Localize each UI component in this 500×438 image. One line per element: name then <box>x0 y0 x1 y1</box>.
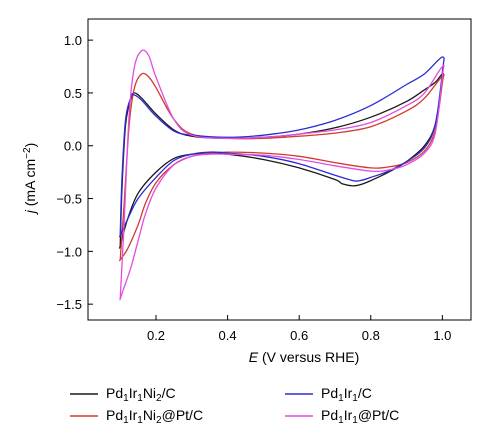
x-tick-label: 0.2 <box>147 328 165 343</box>
legend-text-part: Ni <box>143 385 156 401</box>
legend-text-part: @Pt/C <box>358 407 399 423</box>
legend-text-part: Ir <box>344 407 353 423</box>
y-axis-label-variable: j <box>22 209 38 215</box>
y-axis-label-close: ) <box>22 143 38 148</box>
series-pd1ir1ni2-pt-c-line <box>119 72 445 262</box>
legend-subscript: 1 <box>123 393 129 404</box>
legend-text-part: /C <box>358 385 372 401</box>
legend-text-part: Ir <box>344 385 353 401</box>
x-axis-label-variable: E <box>249 349 259 365</box>
y-axis-label-exponent: −2 <box>22 147 33 159</box>
legend-label: Pd1Ir1Ni2@Pt/C <box>106 407 203 426</box>
x-tick-label: 1.0 <box>433 328 451 343</box>
legend-text-part: Pd <box>321 385 338 401</box>
y-tick-label: −0.5 <box>56 192 82 207</box>
series-layer <box>119 49 445 301</box>
legend-subscript: 1 <box>338 393 344 404</box>
plot-area <box>87 18 472 321</box>
legend-item: Pd1Ir1Ni2/C <box>70 385 176 404</box>
legend-label: Pd1Ir1Ni2/C <box>106 385 176 404</box>
x-tick-label: 0.4 <box>219 328 237 343</box>
plot-frame <box>87 18 472 321</box>
series-pd1ir1ni2-c-line <box>119 72 444 249</box>
x-tick-label: 0.6 <box>290 328 308 343</box>
legend-text-part: /C <box>162 385 176 401</box>
legend-subscript: 2 <box>156 415 162 426</box>
y-tick-label: −1.5 <box>56 297 82 312</box>
legend-subscript: 1 <box>352 393 358 404</box>
x-axis-label-text: (V versus RHE) <box>258 349 359 365</box>
y-axis-label: j (mA cm−2) <box>22 143 39 216</box>
series-pd1ir1-pt-c-line <box>119 49 445 301</box>
y-tick-label: 1.0 <box>64 33 82 48</box>
legend-subscript: 1 <box>137 415 143 426</box>
legend-text-part: @Pt/C <box>162 407 203 423</box>
legend: Pd1Ir1Ni2/CPd1Ir1Ni2@Pt/CPd1Ir1/CPd1Ir1@… <box>70 385 399 426</box>
legend-label: Pd1Ir1@Pt/C <box>321 407 399 426</box>
series-pd1ir1-c-line <box>119 56 445 238</box>
y-tick-label: 0.0 <box>64 139 82 154</box>
legend-text-part: Pd <box>321 407 338 423</box>
x-axis: 0.2 0.4 0.6 0.8 1.0 <box>147 315 451 343</box>
legend-subscript: 1 <box>137 393 143 404</box>
y-axis-label-text: (mA cm <box>22 159 38 210</box>
legend-item: Pd1Ir1Ni2@Pt/C <box>70 407 203 426</box>
legend-text-part: Ir <box>129 407 138 423</box>
legend-text-part: Pd <box>106 407 123 423</box>
y-tick-label: −1.0 <box>56 244 82 259</box>
x-axis-label: E (V versus RHE) <box>249 349 359 365</box>
legend-label: Pd1Ir1/C <box>321 385 372 404</box>
legend-item: Pd1Ir1/C <box>285 385 372 404</box>
legend-subscript: 1 <box>123 415 129 426</box>
legend-text-part: Pd <box>106 385 123 401</box>
legend-text-part: Ni <box>143 407 156 423</box>
x-tick-label: 0.8 <box>362 328 380 343</box>
legend-subscript: 1 <box>338 415 344 426</box>
legend-text-part: Ir <box>129 385 138 401</box>
legend-subscript: 1 <box>352 415 358 426</box>
legend-item: Pd1Ir1@Pt/C <box>285 407 399 426</box>
y-tick-label: 0.5 <box>64 86 82 101</box>
y-axis: 1.0 0.5 0.0 −0.5 −1.0 −1.5 <box>56 33 93 312</box>
legend-subscript: 2 <box>156 393 162 404</box>
